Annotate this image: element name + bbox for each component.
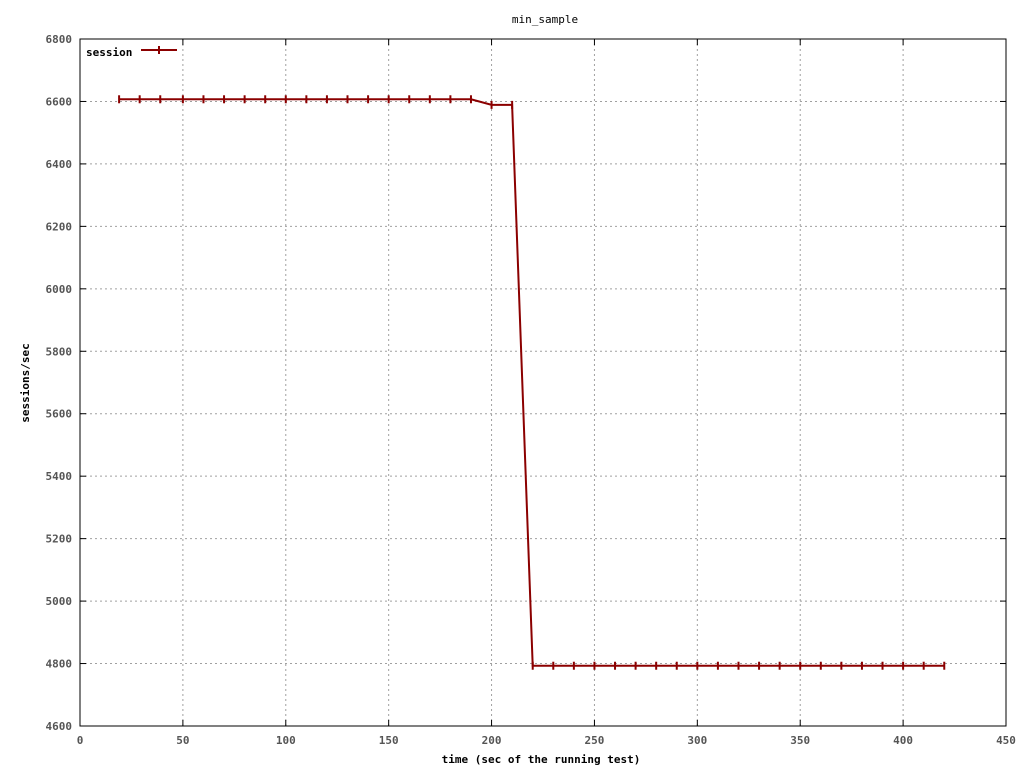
y-tick-label: 6400 [46,158,73,171]
x-tick-label: 100 [276,734,296,747]
y-tick-label: 4800 [46,658,73,671]
y-tick-label: 6000 [46,283,73,296]
chart-title: min_sample [512,13,578,26]
x-tick-label: 200 [482,734,502,747]
x-tick-label: 150 [379,734,399,747]
y-tick-label: 4600 [46,720,73,733]
tick-labels: 0 50 100 150 200 250 300 350 400 450 4600 4800 5000 5… [46,33,1016,747]
x-tick-label: 450 [996,734,1016,747]
y-tick-label: 5800 [46,345,73,358]
x-tick-label: 0 [77,734,84,747]
y-tick-label: 5200 [46,533,73,546]
x-tick-label: 400 [893,734,913,747]
y-tick-label: 6600 [46,95,73,108]
y-tick-label: 6200 [46,220,73,233]
legend: session [86,46,177,59]
y-tick-label: 5400 [46,470,73,483]
x-tick-label: 250 [585,734,605,747]
x-tick-label: 300 [687,734,707,747]
y-tick-label: 5000 [46,595,73,608]
x-axis-label: time (sec of the running test) [442,753,641,766]
plot-frame [79,38,1007,727]
y-tick-label: 6800 [46,33,73,46]
grid [80,39,1006,726]
y-axis-label: sessions/sec [19,343,32,422]
y-tick-label: 5600 [46,408,73,421]
legend-label-session: session [86,46,132,59]
x-tick-label: 50 [176,734,189,747]
x-tick-label: 350 [790,734,810,747]
series-session [118,95,946,670]
